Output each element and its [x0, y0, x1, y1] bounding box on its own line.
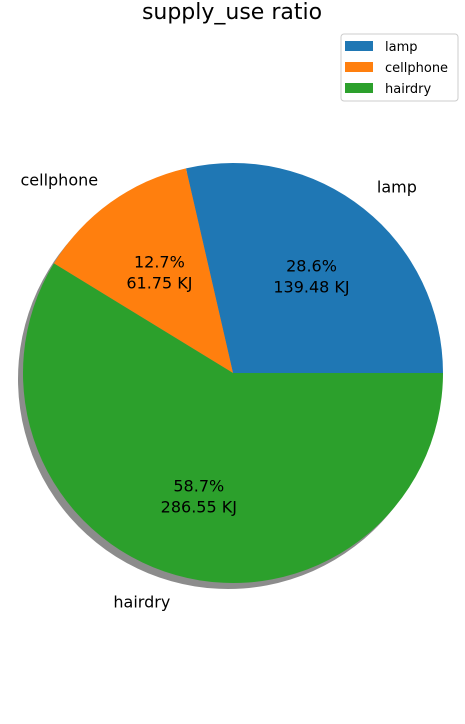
slice-value-lamp: 139.48 KJ	[273, 277, 349, 296]
legend-swatch-lamp	[345, 41, 373, 51]
slice-value-hairdry: 286.55 KJ	[161, 497, 237, 516]
legend-swatch-hairdry	[345, 83, 373, 93]
slice-percent-hairdry: 58.7%	[173, 476, 224, 495]
pie-slices	[23, 163, 443, 583]
chart-title: supply_use ratio	[142, 0, 322, 25]
legend-swatch-cellphone	[345, 62, 373, 72]
slice-label-hairdry: hairdry	[113, 592, 170, 611]
legend-label-lamp: lamp	[385, 40, 418, 55]
slice-label-cellphone: cellphone	[20, 171, 98, 190]
legend: lamp cellphone hairdry	[341, 34, 458, 101]
slice-label-lamp: lamp	[377, 177, 417, 196]
legend-label-cellphone: cellphone	[385, 61, 448, 76]
slice-value-cellphone: 61.75 KJ	[126, 274, 192, 293]
legend-label-hairdry: hairdry	[385, 82, 432, 97]
slice-percent-lamp: 28.6%	[286, 256, 337, 275]
slice-percent-cellphone: 12.7%	[134, 253, 185, 272]
